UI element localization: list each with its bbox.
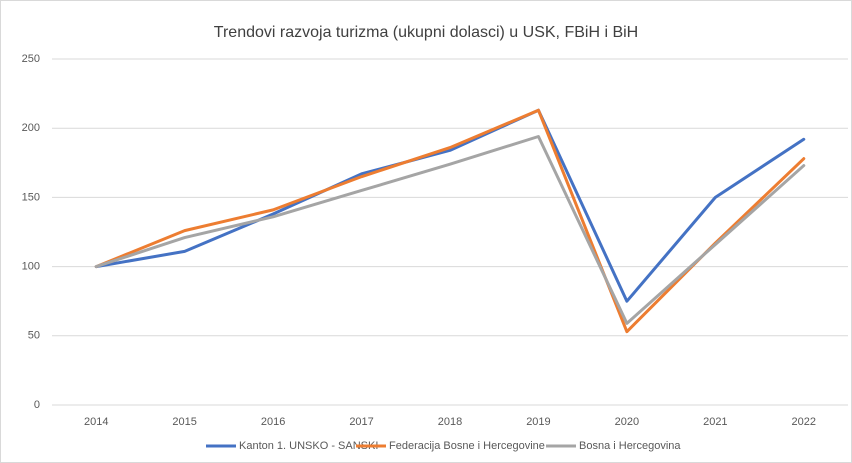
legend-label: Bosna i Hercegovina — [579, 440, 681, 452]
y-tick-label: 100 — [22, 261, 40, 273]
x-tick-label: 2020 — [615, 416, 639, 428]
y-tick-label: 150 — [22, 191, 40, 203]
y-tick-label: 50 — [28, 330, 40, 342]
legend-label: Kanton 1. UNSKO - SANSKI — [239, 440, 378, 452]
y-tick-label: 250 — [22, 53, 40, 65]
x-tick-label: 2021 — [703, 416, 727, 428]
y-tick-label: 0 — [34, 399, 40, 411]
series-line — [94, 135, 806, 325]
x-tick-label: 2015 — [172, 416, 196, 428]
x-tick-label: 2016 — [261, 416, 285, 428]
x-tick-label: 2018 — [438, 416, 462, 428]
y-tick-label: 200 — [22, 122, 40, 134]
x-tick-label: 2017 — [349, 416, 373, 428]
x-tick-label: 2022 — [792, 416, 816, 428]
series-line — [94, 108, 806, 303]
legend-label: Federacija Bosne i Hercegovine — [389, 440, 545, 452]
x-tick-label: 2019 — [526, 416, 550, 428]
chart-title: Trendovi razvoja turizma (ukupni dolasci… — [214, 24, 638, 41]
x-tick-label: 2014 — [84, 416, 108, 428]
